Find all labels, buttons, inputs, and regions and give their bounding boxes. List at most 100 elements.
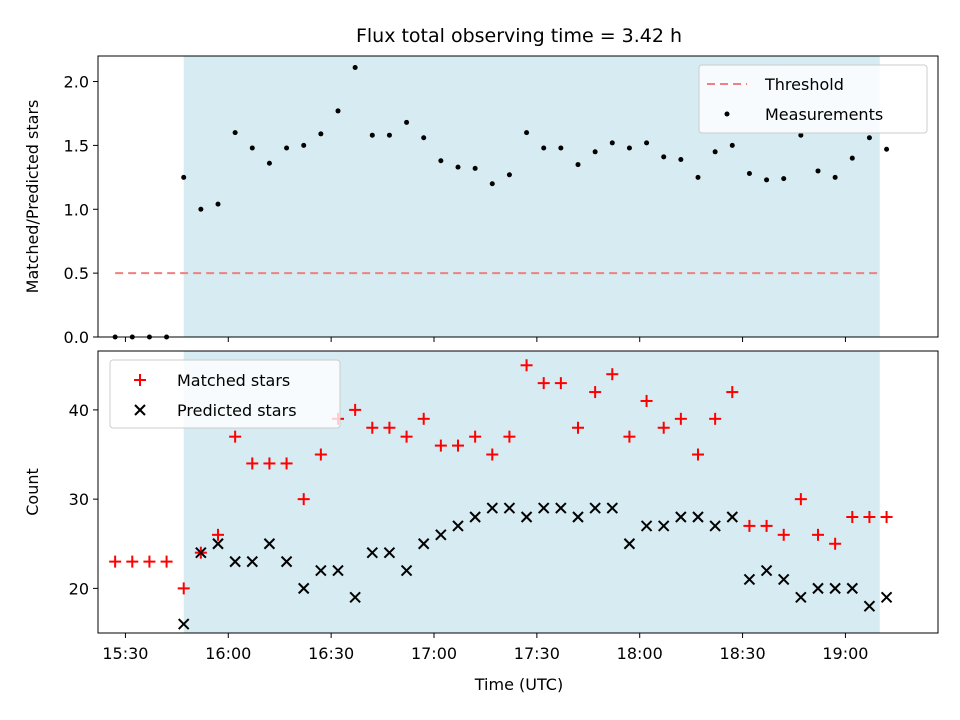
measurements-point xyxy=(472,165,478,171)
top-legend: Threshold Measurements xyxy=(698,64,928,134)
measurements-point xyxy=(712,149,718,155)
matched-stars-point xyxy=(692,448,704,461)
top-axes-frame xyxy=(97,55,939,338)
measurements-point xyxy=(626,145,632,151)
predicted-stars-point xyxy=(658,520,670,532)
bottom-y-axis-label: Count xyxy=(23,468,42,516)
measurements-point xyxy=(644,140,650,146)
matched-stars-point xyxy=(434,439,447,452)
measurements-point xyxy=(832,174,838,180)
measurements-point xyxy=(541,145,547,151)
measurements-point xyxy=(764,177,770,183)
measurements-point xyxy=(524,130,530,136)
bottom-panel: 20 30 40 15:30 16:00 16:30 17:00 17:30 18:00 18:… xyxy=(23,350,939,694)
measurements-point xyxy=(301,142,307,148)
predicted-stars-point xyxy=(332,564,344,577)
matched-stars-point xyxy=(674,412,687,425)
matched-stars-point xyxy=(589,386,602,399)
predicted-stars-point xyxy=(400,564,413,577)
measurements-point xyxy=(695,174,701,180)
predicted-stars-point xyxy=(778,573,790,586)
matched-stars-point xyxy=(880,510,893,523)
predicted-stars-point xyxy=(469,511,481,523)
measurements-point xyxy=(798,132,804,138)
measurements-point xyxy=(781,176,787,182)
predicted-stars-point xyxy=(280,555,293,568)
measurement-points xyxy=(112,64,890,340)
predicted-stars-point xyxy=(880,591,893,604)
predicted-stars-point xyxy=(795,591,807,604)
measurements-point xyxy=(575,162,581,168)
matched-stars-point xyxy=(863,510,876,523)
matched-stars-point xyxy=(760,519,773,532)
measurements-point xyxy=(455,164,461,170)
chart-title: Flux total observing time = 3.42 h xyxy=(356,25,682,47)
predicted-stars-point xyxy=(675,511,687,523)
matched-stars-point xyxy=(366,421,379,434)
y-tick-label: 0.0 xyxy=(64,328,89,347)
y-tick-label: 0.5 xyxy=(64,264,89,283)
measurements-point xyxy=(181,174,187,180)
matched-stars-legend-marker xyxy=(134,374,146,386)
predicted-stars-point xyxy=(846,582,858,595)
measurements-point xyxy=(866,135,872,141)
matched-stars-point xyxy=(794,493,807,506)
predicted-stars-point xyxy=(606,502,618,514)
predicted-stars-point xyxy=(486,502,498,514)
measurements-point xyxy=(729,142,735,148)
measurements-point xyxy=(335,108,341,114)
predicted-stars-point xyxy=(555,502,567,514)
measurements-point xyxy=(386,132,392,138)
matched-stars-point xyxy=(812,528,824,541)
top-legend-box xyxy=(698,64,928,134)
predicted-stars-point xyxy=(743,573,756,586)
matched-stars-point xyxy=(572,421,584,434)
measurements-point xyxy=(678,156,684,162)
threshold-legend-label: Threshold xyxy=(764,75,844,94)
measurements-point xyxy=(284,145,290,151)
predicted-stars-point xyxy=(366,546,378,559)
matched-stars-point xyxy=(537,377,550,390)
predicted-stars-point xyxy=(812,582,824,595)
matched-stars-point xyxy=(469,430,482,443)
predicted-stars-point xyxy=(246,555,258,568)
predicted-stars-point xyxy=(623,538,636,550)
predicted-stars-point xyxy=(829,582,841,595)
matched-stars-point xyxy=(777,528,790,541)
bottom-axes-frame xyxy=(97,350,939,634)
y-tick-label: 40 xyxy=(69,401,89,420)
measurements-point xyxy=(249,145,255,151)
measurements-legend-label: Measurements xyxy=(765,105,883,124)
matched-stars-point xyxy=(383,421,396,434)
predicted-stars-point xyxy=(726,511,738,523)
predicted-stars-point xyxy=(349,591,361,604)
matched-stars-point xyxy=(349,403,362,416)
measurements-point xyxy=(746,171,752,177)
x-tick-label: 16:00 xyxy=(205,644,251,663)
predicted-stars-point xyxy=(692,511,704,523)
matched-stars-point xyxy=(520,359,533,372)
y-tick-label: 1.0 xyxy=(64,200,89,219)
matched-stars-point xyxy=(726,386,739,399)
measurements-point xyxy=(404,119,410,125)
matched-stars-point xyxy=(297,493,310,506)
x-tick-label: 19:00 xyxy=(822,644,868,663)
top-y-axis-label: Matched/Predicted stars xyxy=(23,100,42,294)
predicted-stars-point xyxy=(503,502,516,514)
matched-stars-point xyxy=(452,439,464,452)
matched-stars-point xyxy=(229,430,242,443)
top-x-ticks xyxy=(124,337,846,342)
predicted-stars-point xyxy=(229,555,241,568)
predicted-stars-point xyxy=(435,529,447,541)
matched-stars-point xyxy=(417,412,430,425)
measurements-point xyxy=(558,145,564,151)
predicted-stars-point xyxy=(760,564,773,577)
matched-stars-legend-label: Matched stars xyxy=(177,371,290,390)
y-tick-label: 30 xyxy=(69,490,89,509)
matched-stars-point xyxy=(486,448,499,461)
matched-stars-point xyxy=(400,430,413,443)
predicted-stars-point xyxy=(418,538,430,550)
x-tick-label: 18:00 xyxy=(617,644,663,663)
top-panel: 0.00.51.01.52.0 Matched/Predicted stars … xyxy=(23,55,939,347)
x-tick-label: 17:30 xyxy=(514,644,560,663)
